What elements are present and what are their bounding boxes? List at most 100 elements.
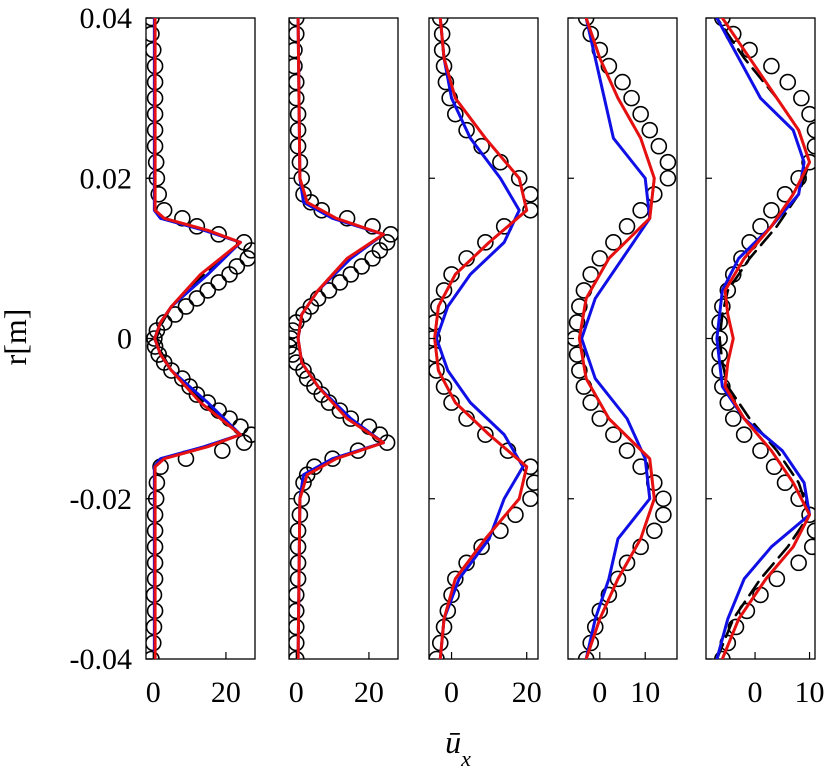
x-tick-label: 0 [146, 676, 161, 709]
blue-series-line [580, 18, 652, 659]
panel-frame [705, 17, 816, 660]
panel-plot-area [568, 18, 677, 659]
data-point-circle [210, 226, 227, 243]
data-point-circle [177, 298, 195, 315]
data-point-circle [331, 402, 349, 419]
red-series-line [577, 18, 656, 659]
data-point-circle [214, 442, 231, 459]
dash-series-line [578, 18, 656, 659]
data-point-circle [146, 650, 160, 659]
data-point-circle [473, 538, 490, 556]
x-tick-label: 20 [512, 676, 542, 709]
data-point-circle [806, 121, 815, 139]
panel-4: 0 10 [567, 17, 678, 709]
data-point-circle [289, 25, 305, 43]
data-point-circle [568, 346, 586, 363]
data-point-circle [320, 282, 338, 299]
data-point-circle [429, 330, 442, 347]
x-tick-label: 20 [354, 676, 384, 709]
y-tick-label: -0.02 [70, 483, 133, 516]
data-point-circle [289, 618, 305, 636]
data-point-circle [714, 650, 731, 659]
data-point-circle [752, 218, 769, 235]
x-axis-title-subscript: x [460, 746, 471, 767]
blue-series-line [152, 18, 242, 659]
data-point-circle [243, 426, 255, 443]
x-tick-label: 20 [211, 676, 241, 709]
data-point-circle [510, 169, 528, 187]
y-tick-label: 0.02 [80, 162, 133, 195]
x-tick-label: 0 [748, 676, 763, 709]
data-point-circle [724, 410, 742, 427]
data-point-circle [763, 202, 780, 219]
x-axis-title-main: ū [445, 724, 461, 760]
data-point-circle [522, 490, 538, 508]
data-point-circle [199, 282, 217, 299]
x-axis-title: ūx [445, 724, 471, 766]
data-point-circle [727, 618, 745, 636]
data-point-circle [174, 370, 191, 387]
data-point-circle [779, 73, 797, 91]
data-point-circle [806, 522, 815, 540]
y-axis-title: r[m] [0, 309, 33, 366]
data-point-circle [618, 554, 636, 572]
x-tick-label: 0 [289, 676, 304, 709]
data-point-circle [146, 18, 160, 27]
data-point-circle [289, 602, 305, 620]
y-tick-label: -0.04 [70, 643, 133, 676]
data-point-circle [618, 442, 636, 459]
data-point-circle [458, 121, 475, 139]
data-point-circle [146, 25, 160, 43]
data-point-circle [289, 650, 305, 659]
data-point-circle [752, 442, 769, 459]
blue-series-line [435, 18, 525, 659]
panel-plot-area [289, 18, 398, 659]
data-point-circle [763, 57, 780, 75]
data-point-circle [659, 153, 677, 171]
panel-plot-area [711, 18, 815, 659]
data-point-circle [522, 202, 538, 219]
data-point-circle [632, 105, 649, 123]
data-point-circle [605, 234, 622, 251]
data-point-circle [289, 89, 305, 107]
data-point-circle [801, 105, 815, 123]
panel-plot-area [429, 18, 538, 659]
data-point-circle [568, 314, 586, 331]
data-point-circle [150, 185, 168, 203]
data-point-circle [577, 18, 595, 27]
data-point-circle [289, 338, 298, 355]
x-tick-label: 0 [592, 676, 607, 709]
dash-series-line [296, 18, 385, 659]
data-point-circle [289, 18, 305, 27]
red-series-line [153, 18, 242, 659]
data-point-circle [632, 202, 649, 219]
data-point-circle [289, 73, 305, 91]
dash-series-line [715, 18, 811, 659]
data-point-circle [806, 137, 815, 155]
panel-3: 0 20 [428, 17, 542, 709]
data-point-circle [793, 89, 810, 107]
data-point-circle [803, 538, 815, 556]
data-point-circle [614, 73, 631, 91]
x-tick-label: 0 [444, 676, 459, 709]
blue-series-line [296, 18, 385, 659]
data-point-circle [609, 570, 627, 588]
data-point-circle [605, 426, 622, 443]
data-point-circle [289, 586, 305, 604]
data-point-circle [228, 258, 246, 275]
panel-frame [567, 17, 678, 660]
data-point-circle [655, 506, 672, 524]
data-point-circle [342, 410, 360, 427]
data-point-circle [429, 650, 445, 659]
panel-2: 0 20 [288, 17, 399, 709]
data-point-circle [289, 41, 303, 59]
red-series-line [296, 18, 385, 659]
data-point-circle [477, 426, 494, 443]
data-point-circle [618, 218, 636, 235]
data-point-circle [210, 274, 227, 291]
data-point-circle [801, 153, 815, 171]
y-tick-label: 0.04 [80, 2, 133, 35]
data-point-circle [331, 274, 349, 291]
